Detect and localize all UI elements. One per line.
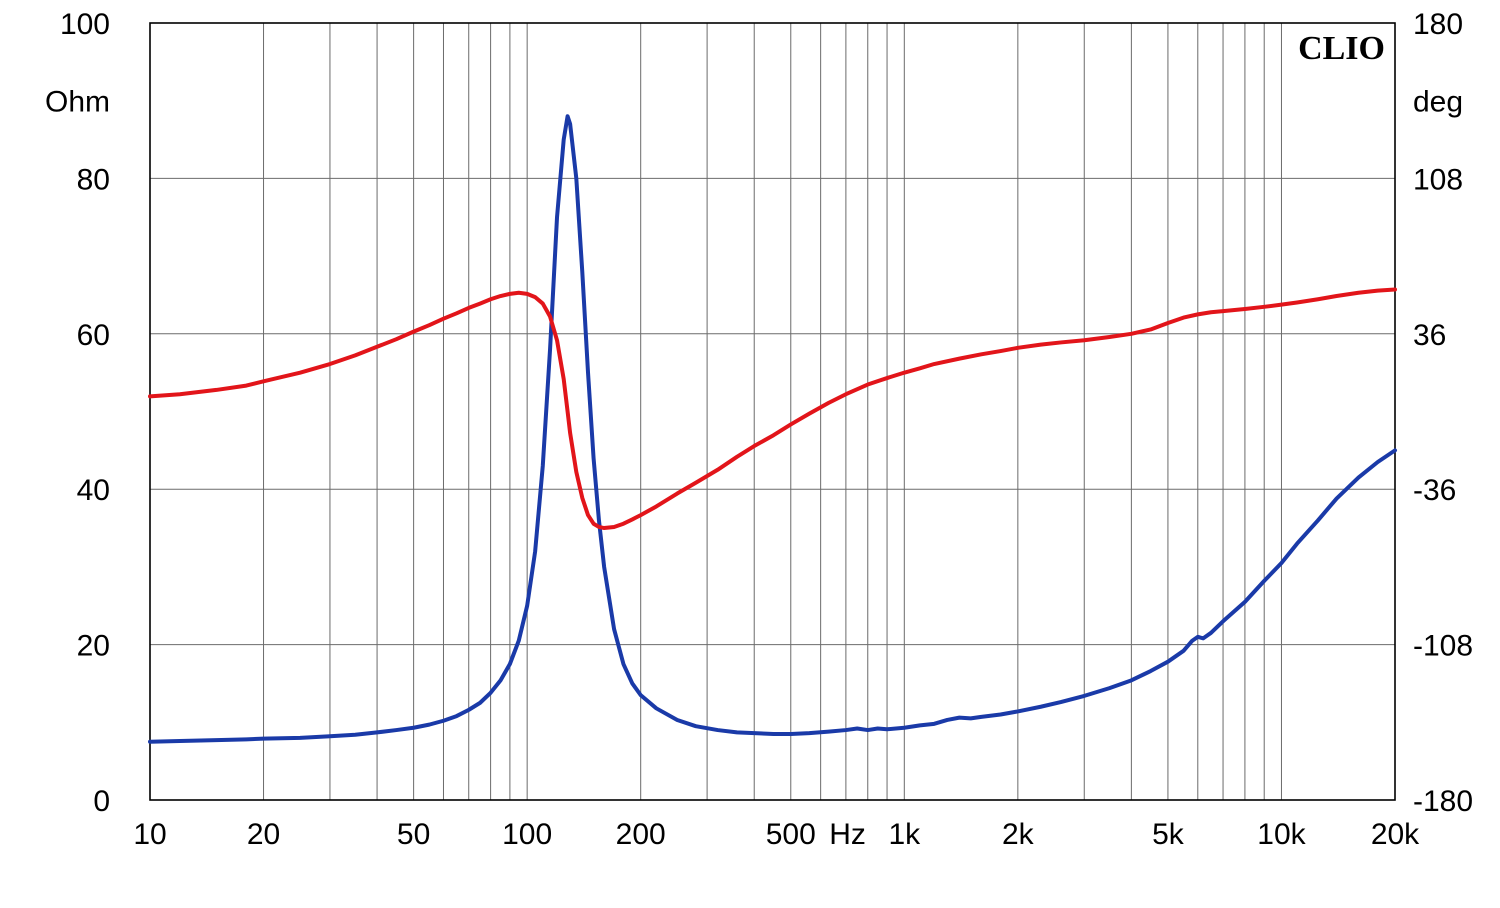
- yright-tick-label: 180: [1413, 8, 1463, 41]
- x-tick-label: 20k: [1371, 818, 1420, 851]
- brand-label: CLIO: [1298, 30, 1385, 67]
- yright-tick-label: -108: [1413, 630, 1473, 663]
- yright-tick-label: 108: [1413, 163, 1463, 196]
- x-tick-label: 500: [766, 818, 816, 851]
- yleft-tick-label: 0: [93, 785, 110, 818]
- yleft-tick-label: 40: [77, 474, 110, 507]
- yleft-tick-label: 100: [60, 8, 110, 41]
- x-tick-label: 2k: [1002, 818, 1035, 851]
- x-tick-label: 20: [247, 818, 280, 851]
- x-tick-label: 10k: [1257, 818, 1306, 851]
- yleft-tick-label: 80: [77, 163, 110, 196]
- x-tick-label: 5k: [1152, 818, 1185, 851]
- x-tick-label: 1k: [888, 818, 921, 851]
- yright-unit-label: deg: [1413, 86, 1463, 119]
- yright-tick-label: -36: [1413, 474, 1456, 507]
- yright-tick-label: -180: [1413, 785, 1473, 818]
- x-tick-label: 50: [397, 818, 430, 851]
- x-tick-label: 100: [502, 818, 552, 851]
- impedance-phase-chart: 10 20 50 100 200 500 1k 2k 5k 10k 20k Hz 0 20 40 60 80 10…: [0, 0, 1500, 908]
- x-unit-label: Hz: [829, 818, 866, 851]
- yleft-tick-label: 20: [77, 630, 110, 663]
- yright-tick-label: 36: [1413, 319, 1446, 352]
- x-tick-label: 10: [133, 818, 166, 851]
- x-tick-label: 200: [616, 818, 666, 851]
- yleft-unit-label: Ohm: [45, 86, 110, 119]
- yleft-tick-label: 60: [77, 319, 110, 352]
